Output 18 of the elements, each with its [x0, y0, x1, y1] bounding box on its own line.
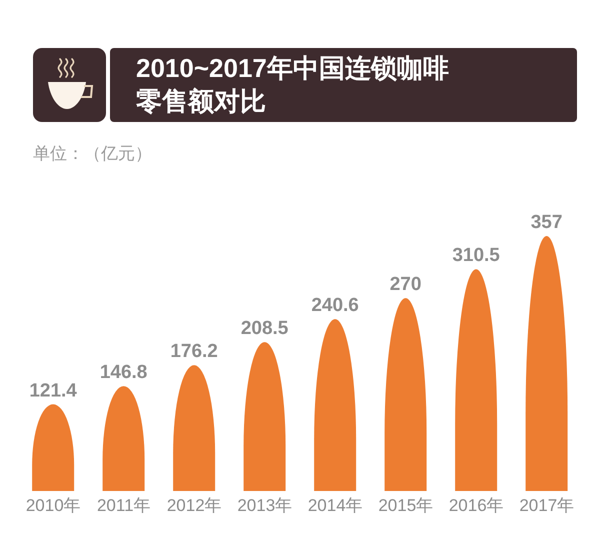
chart-subtitle: 单位：（亿元）	[33, 143, 152, 165]
x-tick-label: 2013年	[237, 496, 292, 516]
data-label: 270	[390, 274, 422, 296]
x-tick-label: 2016年	[448, 496, 504, 516]
data-label: 357	[530, 212, 562, 233]
data-label: 176.2	[170, 341, 218, 362]
x-tick-label: 2012年	[166, 496, 222, 516]
chart-title: 2010~2017年中国连锁咖啡零售额对比	[136, 52, 450, 118]
x-tick-label: 2014年	[308, 496, 363, 516]
data-label: 146.8	[100, 362, 148, 384]
data-label: 121.4	[29, 380, 78, 402]
data-label: 240.6	[311, 295, 359, 316]
x-tick-label: 2011年	[96, 496, 151, 516]
x-tick-label: 2015年	[378, 496, 434, 516]
data-label: 208.5	[240, 318, 289, 340]
x-tick-label: 2010年	[26, 496, 81, 516]
x-tick-label: 2017年	[519, 496, 574, 516]
data-label: 310.5	[452, 245, 500, 266]
